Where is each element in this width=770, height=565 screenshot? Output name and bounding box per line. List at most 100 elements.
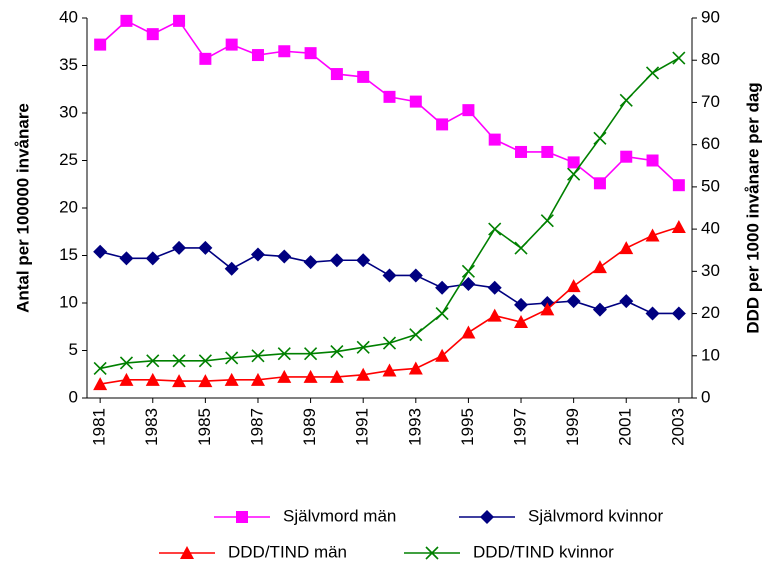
data-point xyxy=(145,251,160,266)
data-point xyxy=(436,118,449,131)
data-point xyxy=(304,347,318,361)
y2-tick-label: 0 xyxy=(701,387,710,406)
data-point xyxy=(329,369,344,383)
data-point xyxy=(199,52,212,65)
y2-axis-label: DDD per 1000 invånare per dag xyxy=(743,82,762,333)
data-point xyxy=(566,294,581,309)
data-point xyxy=(329,253,344,268)
data-point xyxy=(277,249,292,264)
data-point xyxy=(146,28,159,41)
x-tick-label: 1997 xyxy=(511,408,530,446)
data-point xyxy=(146,354,160,368)
y-tick-label: 10 xyxy=(59,292,78,311)
data-point xyxy=(224,261,239,276)
y2-tick-label: 20 xyxy=(701,303,720,322)
data-point xyxy=(620,150,633,163)
data-point xyxy=(172,240,187,255)
data-point xyxy=(303,255,318,270)
data-point xyxy=(515,145,528,158)
y-tick-label: 20 xyxy=(59,197,78,216)
y-tick-label: 35 xyxy=(59,55,78,74)
data-point xyxy=(356,340,370,354)
y-axis-label: Antal per 100000 invånare xyxy=(13,103,32,313)
data-point xyxy=(303,369,318,383)
data-point xyxy=(462,104,475,117)
data-point xyxy=(408,361,423,375)
data-point xyxy=(514,297,529,312)
data-point xyxy=(382,268,397,283)
y-tick-label: 5 xyxy=(69,340,78,359)
x-tick-label: 1991 xyxy=(353,408,372,446)
legend-label: DDD/TIND män xyxy=(228,542,347,561)
data-point xyxy=(435,280,450,295)
data-point xyxy=(409,328,423,342)
legend-marker xyxy=(180,546,194,559)
data-point xyxy=(593,177,606,190)
x-tick-label: 1985 xyxy=(195,408,214,446)
data-point xyxy=(224,372,239,386)
data-point xyxy=(250,247,265,262)
data-point xyxy=(93,377,108,391)
data-point xyxy=(198,354,212,368)
data-point xyxy=(646,154,659,167)
data-point xyxy=(671,306,686,321)
y2-tick-label: 40 xyxy=(701,219,720,238)
legend-label: DDD/TIND kvinnor xyxy=(473,542,614,561)
y2-tick-label: 60 xyxy=(701,134,720,153)
x-tick-label: 1987 xyxy=(247,408,266,446)
data-point xyxy=(93,244,108,259)
data-point xyxy=(487,308,502,322)
data-point xyxy=(93,361,107,376)
data-point xyxy=(671,220,686,233)
data-point xyxy=(94,38,107,51)
data-point xyxy=(409,95,422,108)
data-point xyxy=(173,14,186,27)
y-tick-label: 0 xyxy=(69,387,78,406)
data-point xyxy=(172,374,187,388)
x-tick-label: 1981 xyxy=(90,408,109,446)
data-point xyxy=(382,336,397,350)
data-point xyxy=(251,49,264,62)
x-tick-label: 1983 xyxy=(142,408,161,446)
data-point xyxy=(382,363,397,377)
data-point xyxy=(172,354,186,368)
y-tick-label: 40 xyxy=(59,7,78,26)
legend-label: Självmord kvinnor xyxy=(528,506,663,525)
data-point xyxy=(619,294,634,309)
data-point xyxy=(356,367,371,381)
data-point xyxy=(250,372,265,386)
y2-tick-label: 70 xyxy=(701,92,720,111)
data-point xyxy=(383,90,396,103)
x-tick-label: 2003 xyxy=(668,408,687,446)
data-point xyxy=(567,167,581,181)
y2-tick-label: 10 xyxy=(701,345,720,364)
data-point xyxy=(198,240,213,255)
data-point xyxy=(277,369,292,383)
data-point xyxy=(487,280,502,295)
data-point xyxy=(592,302,607,317)
data-point xyxy=(461,277,476,291)
data-point xyxy=(645,306,660,321)
data-point xyxy=(330,344,344,359)
data-point xyxy=(461,325,476,339)
data-point xyxy=(435,348,450,362)
x-tick-label: 1993 xyxy=(405,408,424,446)
data-point xyxy=(566,279,581,293)
data-point xyxy=(672,179,685,192)
x-tick-label: 1999 xyxy=(563,408,582,446)
data-point xyxy=(435,306,449,321)
data-point xyxy=(225,38,238,51)
y-tick-label: 30 xyxy=(59,102,78,121)
data-point xyxy=(357,70,370,83)
data-point xyxy=(145,372,160,386)
data-point xyxy=(541,145,554,158)
data-point xyxy=(120,14,133,27)
data-point xyxy=(672,51,686,65)
data-point xyxy=(119,251,134,266)
data-point xyxy=(514,315,529,328)
legend-marker xyxy=(236,511,248,523)
data-point xyxy=(645,66,660,80)
x-tick-label: 1995 xyxy=(458,408,477,446)
series-line xyxy=(99,19,680,186)
